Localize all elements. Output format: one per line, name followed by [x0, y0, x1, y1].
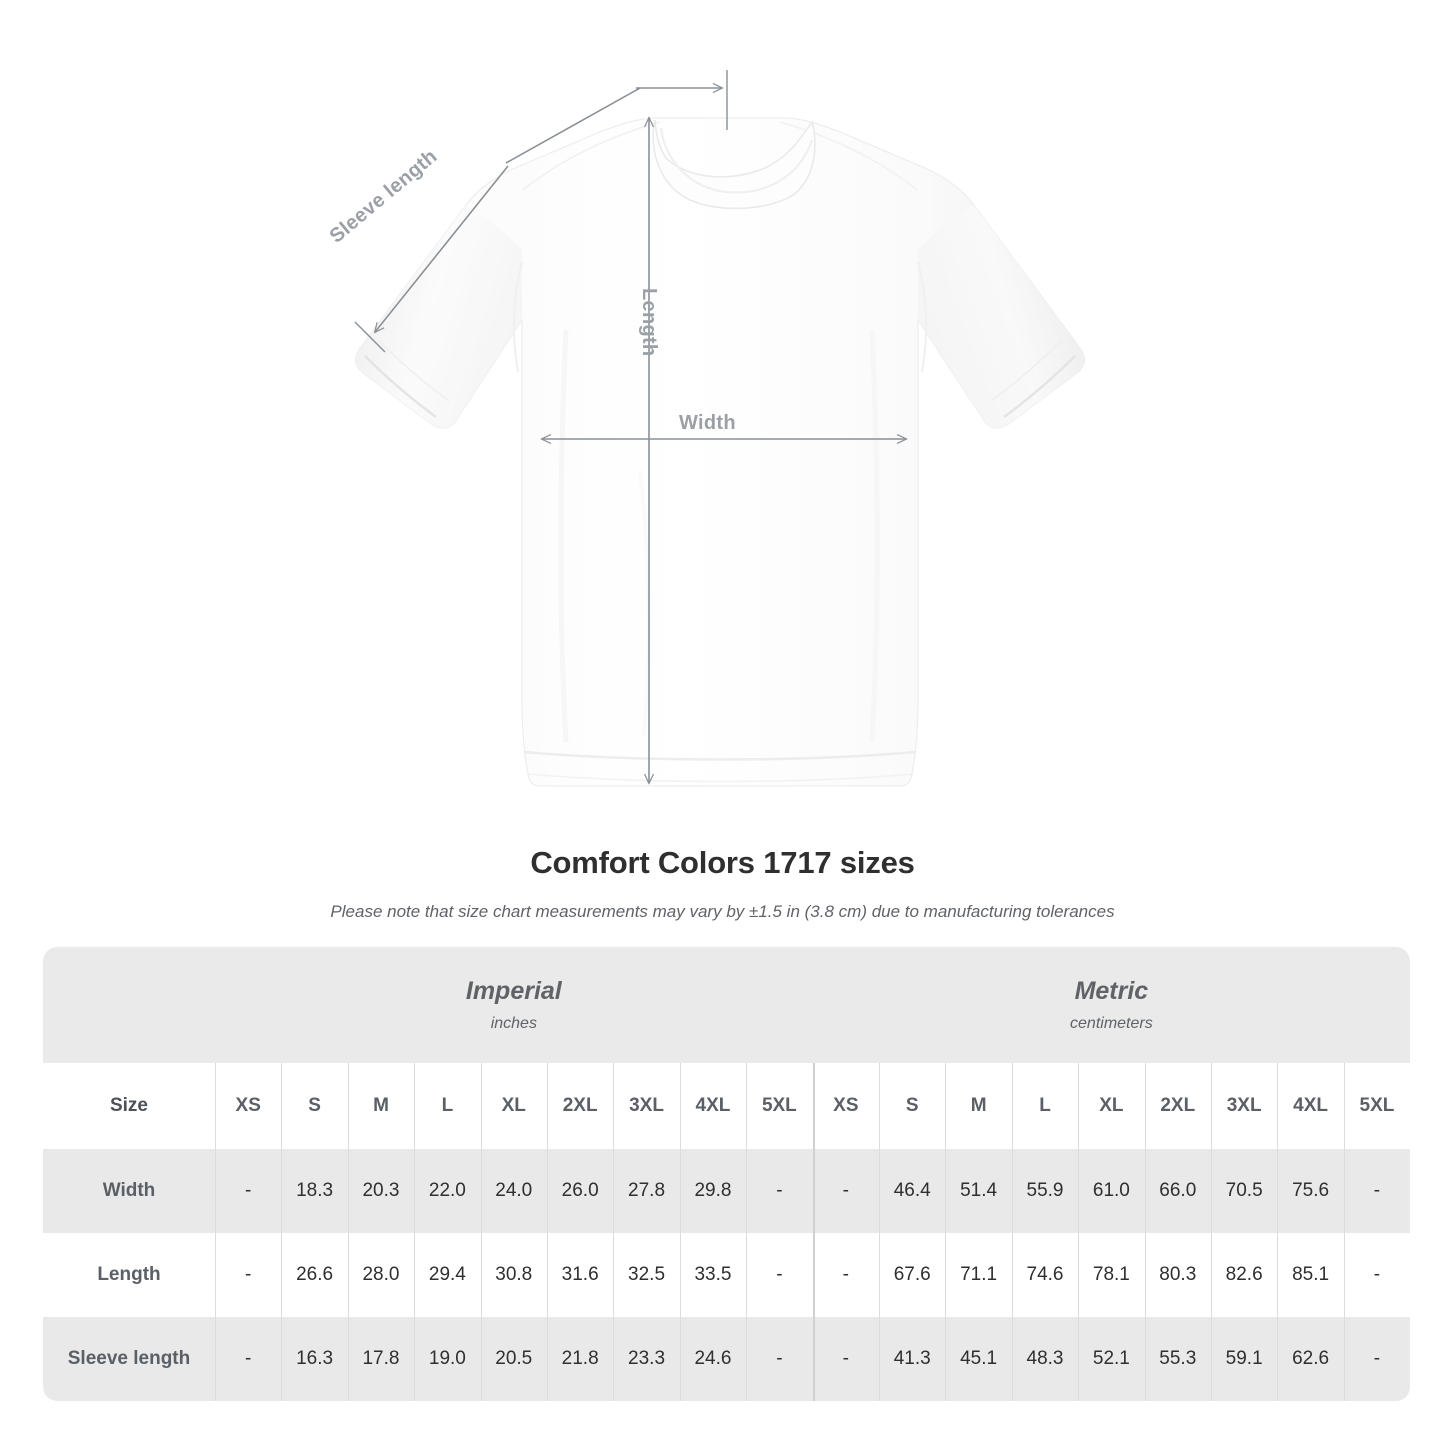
table-row-length: Length - 26.6 28.0 29.4 30.8 31.6 32.5 3…: [43, 1233, 1411, 1317]
cell-width-metric-s: 46.4: [879, 1149, 946, 1233]
cell-width-metric-m: 51.4: [945, 1149, 1012, 1233]
corner-header-size: Size: [43, 1063, 215, 1149]
cell-sleeve-imperial-2xl: 21.8: [546, 1317, 614, 1401]
cell-sleeve-imperial-xs: -: [215, 1317, 282, 1401]
size-header-imperial-3xl: 3XL: [613, 1063, 680, 1149]
unit-band-spacer: [43, 947, 215, 1063]
cell-sleeve-metric-l: 48.3: [1011, 1317, 1079, 1401]
cell-length-imperial-3xl: 32.5: [613, 1233, 680, 1317]
cell-length-imperial-l: 29.4: [414, 1233, 481, 1317]
cell-length-metric-2xl: 80.3: [1144, 1233, 1211, 1317]
size-header-imperial-4xl: 4XL: [679, 1063, 747, 1149]
cell-width-imperial-xs: -: [215, 1149, 282, 1233]
size-header-imperial-m: M: [347, 1063, 415, 1149]
cell-width-imperial-2xl: 26.0: [546, 1149, 614, 1233]
size-header-metric-5xl: 5XL: [1343, 1063, 1411, 1149]
row-label-sleeve-length: Sleeve length: [43, 1317, 215, 1401]
size-header-imperial-l: L: [414, 1063, 481, 1149]
unit-group-metric: Metric centimeters: [812, 947, 1411, 1063]
title-block: Comfort Colors 1717 sizes Please note th…: [0, 845, 1445, 922]
size-header-metric-m: M: [945, 1063, 1012, 1149]
size-header-metric-xs: XS: [812, 1063, 880, 1149]
size-header-metric-3xl: 3XL: [1210, 1063, 1278, 1149]
unit-group-metric-name: Metric: [1074, 976, 1149, 1005]
cell-width-metric-3xl: 70.5: [1210, 1149, 1278, 1233]
cell-length-imperial-5xl: -: [746, 1233, 813, 1317]
cell-length-imperial-4xl: 33.5: [679, 1233, 747, 1317]
unit-group-imperial: Imperial inches: [215, 947, 813, 1063]
cell-sleeve-metric-4xl: 62.6: [1277, 1317, 1344, 1401]
cell-width-imperial-3xl: 27.8: [613, 1149, 680, 1233]
cell-sleeve-metric-2xl: 55.3: [1144, 1317, 1211, 1401]
table-row-width: Width - 18.3 20.3 22.0 24.0 26.0 27.8 29…: [43, 1149, 1411, 1233]
cell-sleeve-imperial-xl: 20.5: [480, 1317, 547, 1401]
cell-sleeve-metric-5xl: -: [1343, 1317, 1411, 1401]
dimension-lines: [354, 70, 906, 783]
cell-length-metric-l: 74.6: [1011, 1233, 1079, 1317]
cell-width-metric-4xl: 75.6: [1277, 1149, 1344, 1233]
unit-group-row: Imperial inches Metric centimeters: [43, 947, 1411, 1063]
cell-length-imperial-m: 28.0: [347, 1233, 415, 1317]
cell-length-metric-4xl: 85.1: [1277, 1233, 1344, 1317]
cell-width-imperial-4xl: 29.8: [679, 1149, 747, 1233]
cell-length-imperial-xl: 30.8: [480, 1233, 547, 1317]
cell-sleeve-imperial-m: 17.8: [347, 1317, 415, 1401]
cell-width-imperial-s: 18.3: [281, 1149, 348, 1233]
size-header-imperial-xs: XS: [215, 1063, 282, 1149]
row-label-length: Length: [43, 1233, 215, 1317]
cell-sleeve-metric-xs: -: [812, 1317, 880, 1401]
tshirt-diagram: Sleeve length Length Width: [326, 70, 1086, 787]
cell-sleeve-metric-3xl: 59.1: [1210, 1317, 1278, 1401]
sleeve-length-dimension: [354, 70, 728, 353]
cell-width-imperial-l: 22.0: [414, 1149, 481, 1233]
size-header-metric-2xl: 2XL: [1144, 1063, 1211, 1149]
size-header-imperial-2xl: 2XL: [546, 1063, 614, 1149]
size-chart-table: Imperial inches Metric centimeters Size …: [43, 947, 1411, 1401]
row-label-width: Width: [43, 1149, 215, 1233]
cell-length-metric-xl: 78.1: [1078, 1233, 1145, 1317]
tshirt-illustration: [354, 70, 1086, 787]
size-header-imperial-xl: XL: [480, 1063, 547, 1149]
cell-width-imperial-5xl: -: [746, 1149, 813, 1233]
cell-length-metric-3xl: 82.6: [1210, 1233, 1278, 1317]
tshirt-shape: [354, 117, 1086, 787]
cell-width-metric-xl: 61.0: [1078, 1149, 1145, 1233]
size-header-imperial-s: S: [281, 1063, 348, 1149]
cell-sleeve-imperial-5xl: -: [746, 1317, 813, 1401]
cell-sleeve-metric-s: 41.3: [879, 1317, 946, 1401]
cell-width-metric-xs: -: [812, 1149, 880, 1233]
cell-sleeve-imperial-3xl: 23.3: [613, 1317, 680, 1401]
cell-width-metric-5xl: -: [1343, 1149, 1411, 1233]
cell-sleeve-imperial-s: 16.3: [281, 1317, 348, 1401]
cell-width-imperial-m: 20.3: [347, 1149, 415, 1233]
width-dimension-label: Width: [679, 412, 736, 434]
cell-length-imperial-2xl: 31.6: [546, 1233, 614, 1317]
cell-length-metric-xs: -: [812, 1233, 880, 1317]
size-header-metric-4xl: 4XL: [1277, 1063, 1344, 1149]
cell-sleeve-metric-m: 45.1: [945, 1317, 1012, 1401]
cell-length-imperial-s: 26.6: [281, 1233, 348, 1317]
unit-group-metric-sub: centimeters: [1070, 1014, 1153, 1032]
cell-width-metric-l: 55.9: [1011, 1149, 1079, 1233]
cell-sleeve-imperial-l: 19.0: [414, 1317, 481, 1401]
cell-width-metric-2xl: 66.0: [1144, 1149, 1211, 1233]
cell-sleeve-metric-xl: 52.1: [1078, 1317, 1145, 1401]
size-header-metric-s: S: [879, 1063, 946, 1149]
size-header-row: Size XS S M L XL 2XL 3XL 4XL 5XL XS S M …: [43, 1063, 1411, 1149]
size-header-metric-l: L: [1011, 1063, 1079, 1149]
unit-group-imperial-name: Imperial: [465, 976, 562, 1005]
cell-length-metric-s: 67.6: [879, 1233, 946, 1317]
page-title: Comfort Colors 1717 sizes: [530, 845, 915, 880]
cell-length-metric-m: 71.1: [945, 1233, 1012, 1317]
cell-width-imperial-xl: 24.0: [480, 1149, 547, 1233]
cell-length-imperial-xs: -: [215, 1233, 282, 1317]
size-header-metric-xl: XL: [1078, 1063, 1145, 1149]
page-subtitle: Please note that size chart measurements…: [330, 902, 1115, 921]
length-dimension-label: Length: [638, 288, 660, 357]
unit-group-imperial-sub: inches: [490, 1014, 537, 1032]
cell-sleeve-imperial-4xl: 24.6: [679, 1317, 747, 1401]
cell-length-metric-5xl: -: [1343, 1233, 1411, 1317]
table-row-sleeve-length: Sleeve length - 16.3 17.8 19.0 20.5 21.8…: [43, 1317, 1411, 1401]
size-header-imperial-5xl: 5XL: [746, 1063, 813, 1149]
